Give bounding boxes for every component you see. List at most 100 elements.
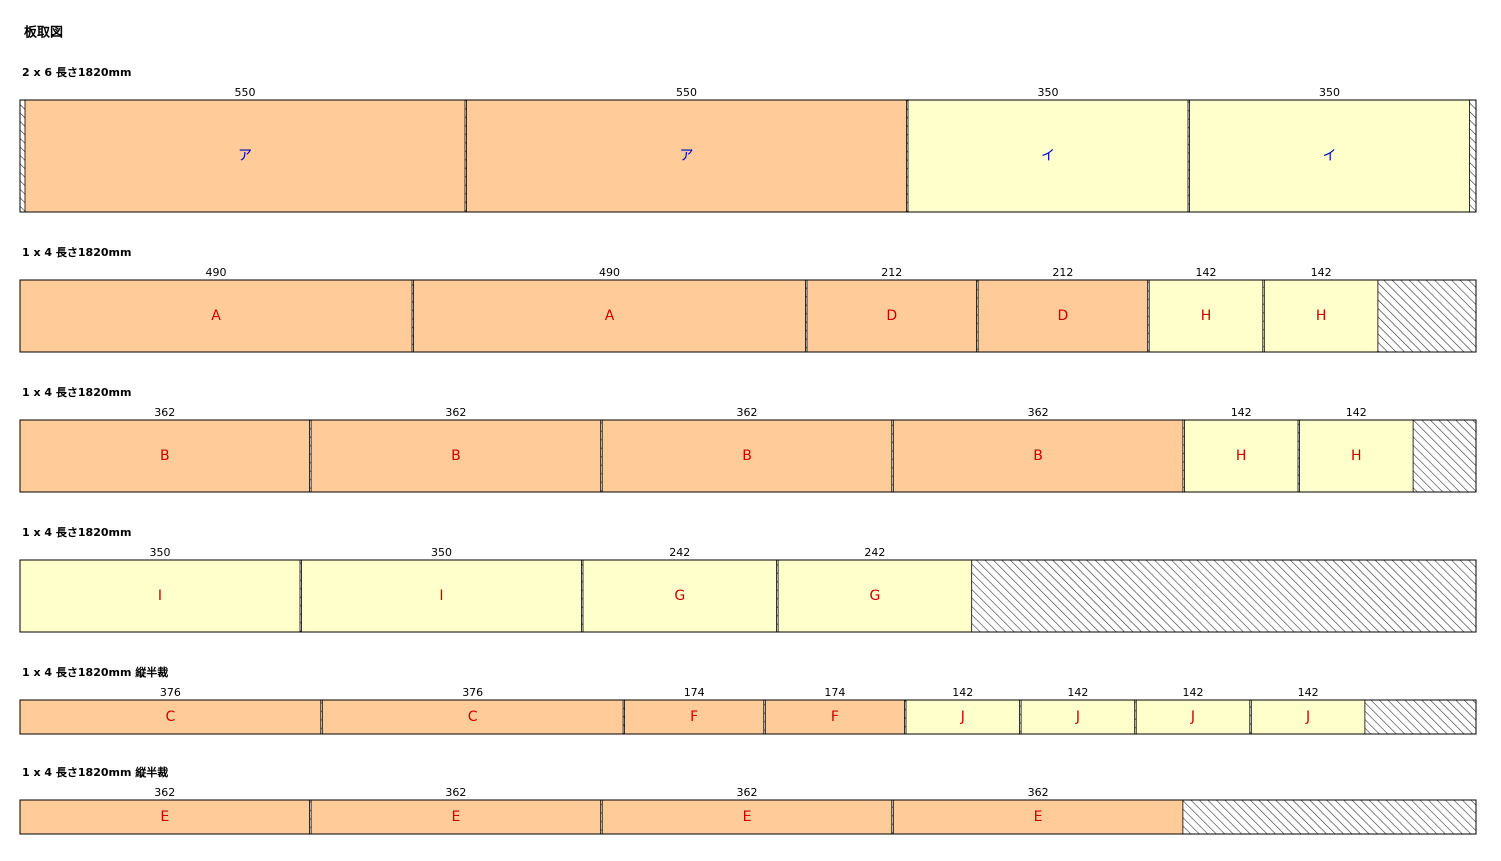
piece xyxy=(764,699,905,735)
piece-length: 362 xyxy=(1028,406,1049,419)
piece-length: 362 xyxy=(445,406,466,419)
piece-length: 142 xyxy=(1196,266,1217,279)
piece-length: 142 xyxy=(1311,266,1332,279)
piece-length: 362 xyxy=(445,786,466,799)
piece xyxy=(24,99,466,213)
piece-label: B xyxy=(160,448,170,464)
piece-label: E xyxy=(160,809,169,825)
title: 板取図 xyxy=(24,25,63,41)
piece xyxy=(601,799,893,835)
piece-label: B xyxy=(1033,448,1043,464)
piece-label: J xyxy=(1075,709,1080,725)
piece-label: H xyxy=(1351,448,1362,464)
piece xyxy=(907,99,1189,213)
piece-label: H xyxy=(1201,308,1212,324)
board-label: 1 x 4 長さ1820mm 縦半裁 xyxy=(22,765,168,779)
board-label: 1 x 4 長さ1820mm xyxy=(22,526,131,539)
piece-label: イ xyxy=(1323,148,1337,164)
piece xyxy=(321,699,624,735)
piece xyxy=(301,559,582,633)
piece-length: 362 xyxy=(1028,786,1049,799)
piece xyxy=(1189,99,1470,213)
piece-label: F xyxy=(690,709,698,725)
board-outline xyxy=(19,419,1477,493)
piece-length: 350 xyxy=(1319,86,1340,99)
piece xyxy=(1299,419,1414,493)
piece-length: 242 xyxy=(669,546,690,559)
piece-label: J xyxy=(1305,709,1310,725)
piece-length: 362 xyxy=(154,786,175,799)
board-label: 2 x 6 長さ1820mm xyxy=(22,66,131,79)
piece-label: H xyxy=(1236,448,1247,464)
board-outline xyxy=(19,559,1477,633)
board-outline xyxy=(19,279,1477,353)
board-outline xyxy=(19,699,1477,735)
piece-label: F xyxy=(831,709,839,725)
piece xyxy=(624,699,765,735)
piece xyxy=(777,559,973,633)
piece xyxy=(892,419,1184,493)
board-label: 1 x 4 長さ1820mm 縦半裁 xyxy=(22,665,168,679)
piece-label: イ xyxy=(1041,148,1055,164)
piece-label: E xyxy=(451,809,460,825)
piece-label: J xyxy=(960,709,965,725)
board-outline xyxy=(19,99,1477,213)
piece-length: 174 xyxy=(824,686,845,699)
piece-length: 142 xyxy=(1183,686,1204,699)
piece-length: 142 xyxy=(1346,406,1367,419)
piece-length: 212 xyxy=(1052,266,1073,279)
piece-length: 142 xyxy=(1067,686,1088,699)
board-outline xyxy=(19,799,1477,835)
piece-label: C xyxy=(166,709,176,725)
piece-label: C xyxy=(468,709,478,725)
piece-length: 376 xyxy=(160,686,181,699)
piece-label: I xyxy=(439,588,443,604)
piece xyxy=(1263,279,1379,353)
piece xyxy=(905,699,1020,735)
piece xyxy=(1020,699,1136,735)
piece-length: 550 xyxy=(235,86,256,99)
piece-length: 490 xyxy=(206,266,227,279)
piece xyxy=(601,419,893,493)
piece-length: 242 xyxy=(864,546,885,559)
piece-length: 350 xyxy=(1038,86,1059,99)
piece xyxy=(19,419,311,493)
piece-label: B xyxy=(451,448,461,464)
piece-label: A xyxy=(211,308,221,324)
piece-length: 490 xyxy=(599,266,620,279)
piece-length: 362 xyxy=(737,786,758,799)
piece-length: 142 xyxy=(1298,686,1319,699)
piece-length: 174 xyxy=(684,686,705,699)
piece xyxy=(1184,419,1299,493)
piece-length: 142 xyxy=(1231,406,1252,419)
piece-label: J xyxy=(1190,709,1195,725)
piece-length: 376 xyxy=(462,686,483,699)
board-label: 1 x 4 長さ1820mm xyxy=(22,246,131,259)
piece-label: E xyxy=(743,809,752,825)
piece-length: 350 xyxy=(150,546,171,559)
piece-label: D xyxy=(1058,308,1069,324)
piece-length: 350 xyxy=(431,546,452,559)
piece xyxy=(806,279,978,353)
piece xyxy=(310,799,602,835)
piece-length: 212 xyxy=(881,266,902,279)
piece-label: D xyxy=(886,308,897,324)
piece-label: A xyxy=(605,308,615,324)
piece-length: 362 xyxy=(737,406,758,419)
piece-label: ア xyxy=(238,148,252,164)
piece xyxy=(310,419,602,493)
piece-label: G xyxy=(674,588,685,604)
piece-label: B xyxy=(742,448,752,464)
piece-label: ア xyxy=(680,148,694,164)
piece-label: G xyxy=(869,588,880,604)
piece xyxy=(977,279,1149,353)
piece-length: 362 xyxy=(154,406,175,419)
piece xyxy=(1148,279,1264,353)
piece-label: I xyxy=(158,588,162,604)
piece xyxy=(413,279,806,353)
piece xyxy=(19,699,322,735)
piece-label: H xyxy=(1316,308,1327,324)
piece-length: 550 xyxy=(676,86,697,99)
